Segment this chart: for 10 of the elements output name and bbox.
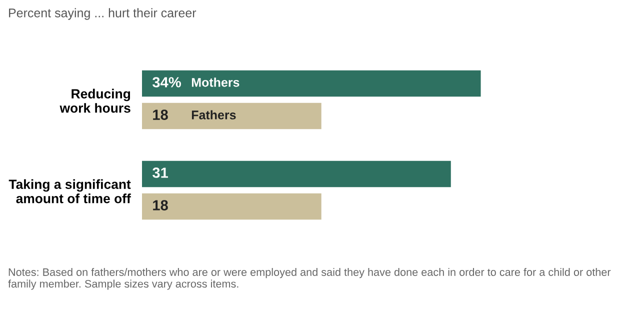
data-label: 18 [153,200,168,210]
series-label: Fathers [192,110,236,120]
text: Notes: Based on fathers/mothers who are or were employed and said they have done each in order to care for a child or other family member. Sample sizes vary across items. [8,268,611,290]
data-label: 18 [153,110,168,120]
y-tick-label: Taking a significant amount of time off [8,179,131,204]
data-label: 34% [152,77,181,88]
y-tick-label: Reducing work hours [60,88,130,113]
chart-title: Percent saying ... hurt their career [9,8,196,20]
data-label: 31 [152,168,168,178]
series-label: Mothers [192,78,240,87]
